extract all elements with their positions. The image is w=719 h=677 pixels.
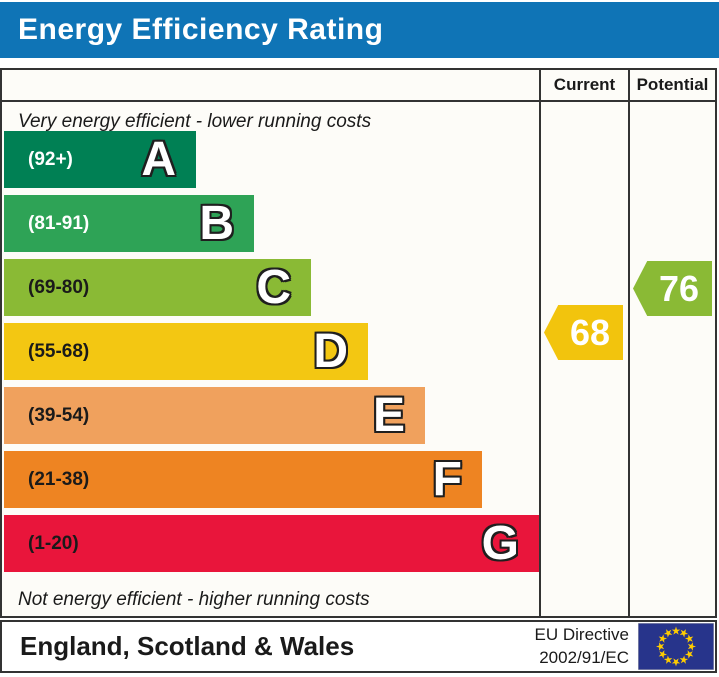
top-caption: Very energy efficient - lower running co… [18,111,372,132]
page-title: Energy Efficiency Rating [18,13,384,46]
eu-directive-line2: 2002/91/EC [539,647,629,667]
band-f-letter: F [432,452,462,506]
title-bar: Energy Efficiency Rating [0,2,719,58]
band-g: (1-20) G [4,515,539,572]
band-f: (21-38) F [4,451,482,508]
potential-pointer: 76 [633,261,712,316]
current-column: 68 [539,102,628,616]
band-g-range: (1-20) [28,532,79,554]
band-b-letter: B [199,196,234,250]
band-e-range: (39-54) [28,404,90,426]
potential-column-header: Potential [628,70,715,102]
chart-header-spacer [2,70,539,102]
band-b-range: (81-91) [28,212,90,234]
eu-directive-label: EU Directive 2002/91/EC [535,624,629,668]
rating-table: Current Potential Very energy efficient … [0,68,717,618]
current-pointer: 68 [544,305,623,360]
current-header-label: Current [553,75,616,94]
current-column-header: Current [539,70,628,102]
rating-bands: (92+) A (81-91) B (69-80) C (55-68) D (3… [2,131,539,572]
band-c-letter: C [256,260,291,314]
bottom-caption: Not energy efficient - higher running co… [18,589,370,610]
band-c: (69-80) C [4,259,311,316]
potential-column: 76 [628,102,715,616]
band-a: (92+) A [4,131,196,188]
band-a-letter: A [141,132,176,186]
band-e-letter: E [372,388,405,442]
eu-flag-icon [638,623,714,670]
band-f-range: (21-38) [28,468,90,490]
potential-header-label: Potential [636,75,709,94]
eu-directive-line1: EU Directive [534,625,629,645]
band-g-letter: G [481,516,519,570]
band-b: (81-91) B [4,195,254,252]
footer-bar: England, Scotland & Wales EU Directive 2… [0,620,717,673]
region-label: England, Scotland & Wales [20,631,355,661]
table-header-row: Current Potential [2,70,715,102]
band-d-letter: D [313,324,348,378]
potential-value: 76 [658,267,700,309]
current-value: 68 [569,311,611,353]
band-d: (55-68) D [4,323,368,380]
table-body-row: Very energy efficient - lower running co… [2,102,715,616]
chart-area: Very energy efficient - lower running co… [2,102,539,616]
eu-flag-stars [656,626,696,667]
band-e: (39-54) E [4,387,425,444]
band-c-range: (69-80) [28,276,90,298]
band-d-range: (55-68) [28,340,90,362]
band-a-range: (92+) [28,148,73,170]
